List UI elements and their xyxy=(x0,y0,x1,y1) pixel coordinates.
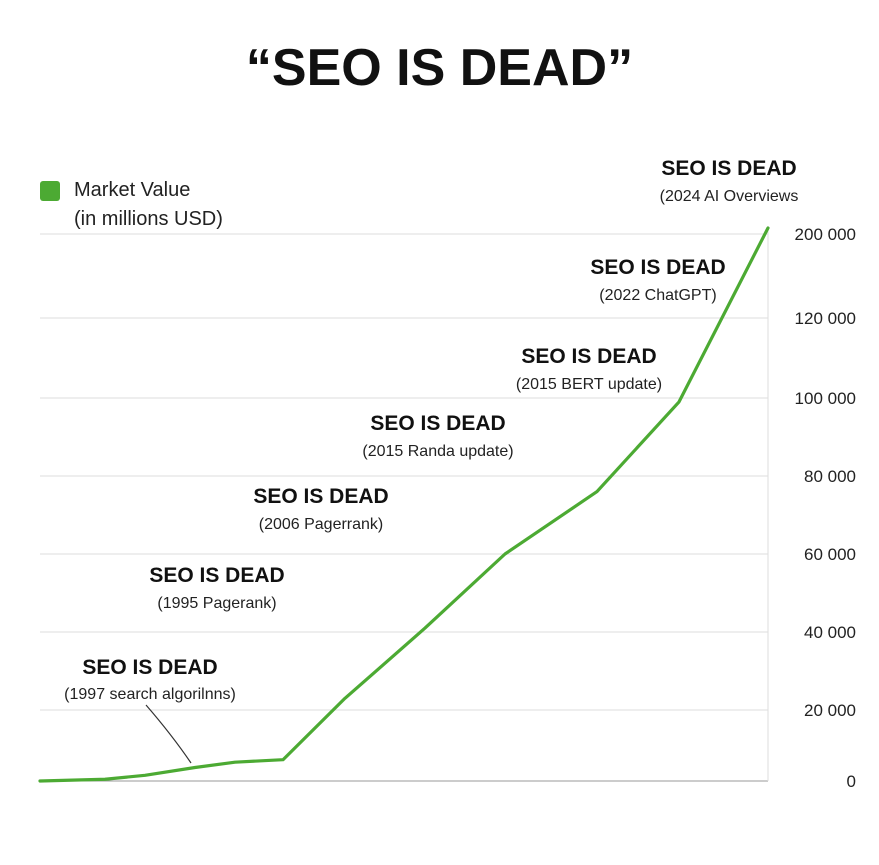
annotation-subtitle: (2024 AI Overviews xyxy=(660,188,799,205)
annotation: SEO IS DEAD (2006 Pagerrank) xyxy=(253,485,388,533)
annotation-title: SEO IS DEAD xyxy=(590,256,725,279)
annotations: SEO IS DEAD(1997 search algorilnns)SEO I… xyxy=(64,157,798,703)
grid-lines xyxy=(40,233,768,782)
annotation-title: SEO IS DEAD xyxy=(253,485,388,508)
series-line-layer xyxy=(38,226,770,783)
annotation-subtitle: (2015 Randa update) xyxy=(362,443,513,460)
legend-label: Market Value (in millions USD) xyxy=(74,176,223,234)
legend-swatch xyxy=(40,181,60,201)
legend-label-line1: Market Value xyxy=(74,179,191,201)
legend-label-line2: (in millions USD) xyxy=(74,208,223,230)
y-tick-label: 60 000 xyxy=(804,545,856,564)
page-title: “SEO IS DEAD” xyxy=(245,39,634,97)
annotation-subtitle: (1995 Pagerank) xyxy=(157,595,276,612)
annotation: SEO IS DEAD (1995 Pagerank) xyxy=(149,564,284,612)
annotation-subtitle: (1997 search algorilnns) xyxy=(64,686,236,703)
annotation-subtitle: (2006 Pagerrank) xyxy=(259,516,384,533)
annotation-leader-line xyxy=(145,704,192,764)
annotation-subtitle: (2015 BERT update) xyxy=(516,376,662,393)
annotation-subtitle: (2022 ChatGPT) xyxy=(599,287,716,304)
annotation-title: SEO IS DEAD xyxy=(82,656,217,679)
annotation: SEO IS DEAD (2015 Randa update) xyxy=(362,412,513,460)
annotation: SEO IS DEAD (2015 BERT update) xyxy=(516,345,662,393)
series-line xyxy=(38,226,770,783)
annotation-title: SEO IS DEAD xyxy=(521,345,656,368)
y-axis: 0 20 000 40 000 60 000 80 000 100 000 120 000 2… xyxy=(767,225,856,791)
y-tick-label: 120 000 xyxy=(795,309,856,328)
y-tick-label: 0 xyxy=(847,772,856,791)
annotation: SEO IS DEAD (2024 AI Overviews xyxy=(660,157,799,205)
y-tick-label: 80 000 xyxy=(804,467,856,486)
y-tick-label: 20 000 xyxy=(804,701,856,720)
y-tick-label: 40 000 xyxy=(804,623,856,642)
annotation-title: SEO IS DEAD xyxy=(149,564,284,587)
annotation: SEO IS DEAD (1997 search algorilnns) xyxy=(64,656,236,703)
annotation: SEO IS DEAD (2022 ChatGPT) xyxy=(590,256,725,304)
annotation-title: SEO IS DEAD xyxy=(661,157,796,180)
y-tick-label: 200 000 xyxy=(795,225,856,244)
y-tick-label: 100 000 xyxy=(795,389,856,408)
annotation-leaders xyxy=(145,704,192,764)
annotation-title: SEO IS DEAD xyxy=(370,412,505,435)
